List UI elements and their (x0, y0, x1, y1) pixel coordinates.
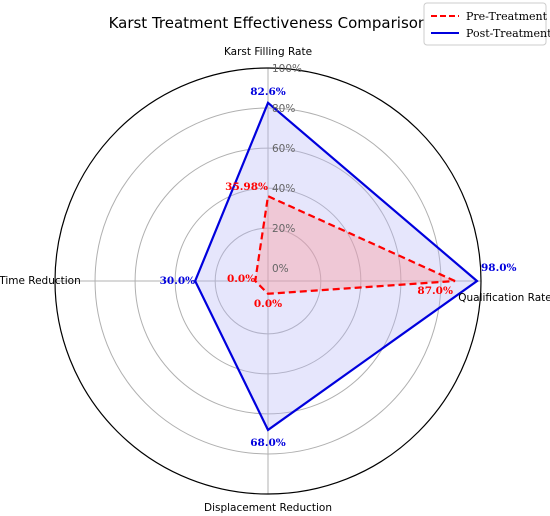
legend-box (423, 2, 547, 46)
axis-labels: Qualification Rate Karst Filling Rate Time… (0, 46, 550, 514)
data-labels: 87.0% 35.98% 0.0% 0.0% 98.0% 82.6% 30.0% 68.0% (160, 86, 517, 449)
rtick-label-40: 40% (272, 183, 295, 195)
rtick-label-100: 100% (272, 63, 302, 75)
series-line-pre-treatment (254, 194, 456, 295)
series-line-post-treatment (193, 101, 479, 432)
data-label-post-treatment-displacement-reduction: 68.0% (250, 437, 286, 449)
rtick-label-60: 60% (272, 143, 295, 155)
data-label-pre-treatment-qualification-rate: 87.0% (417, 285, 453, 297)
rtick-label-80: 80% (272, 103, 295, 115)
legend: Pre-Treatment Post-Treatment (423, 2, 550, 46)
axis-label-time-reduction: Time Reduction (0, 275, 81, 287)
rtick-label-20: 20% (272, 223, 295, 235)
series-layer (193, 101, 479, 432)
data-label-post-treatment-time-reduction: 30.0% (160, 275, 196, 287)
radial-tick-labels: 0% 20% 40% 60% 80% 100% (272, 63, 302, 275)
series-fill-pre-treatment (255, 196, 455, 294)
data-label-pre-treatment-displacement-reduction: 0.0% (254, 298, 282, 310)
axis-label-karst-filling-rate: Karst Filling Rate (224, 46, 312, 58)
legend-label-post-treatment: Post-Treatment (466, 27, 550, 40)
chart-title: Karst Treatment Effectiveness Comparison (109, 14, 428, 32)
data-label-pre-treatment-time-reduction: 0.0% (227, 273, 255, 285)
data-label-pre-treatment-karst-filling-rate: 35.98% (225, 181, 268, 193)
axis-label-qualification-rate: Qualification Rate (458, 292, 550, 304)
data-label-post-treatment-karst-filling-rate: 82.6% (250, 86, 286, 98)
legend-label-pre-treatment: Pre-Treatment (466, 10, 548, 23)
axis-label-displacement-reduction: Displacement Reduction (204, 502, 332, 514)
rtick-label-0: 0% (272, 263, 289, 275)
data-label-post-treatment-qualification-rate: 98.0% (481, 262, 517, 274)
series-fill-post-treatment (195, 102, 477, 430)
outer-frame (54, 67, 482, 495)
